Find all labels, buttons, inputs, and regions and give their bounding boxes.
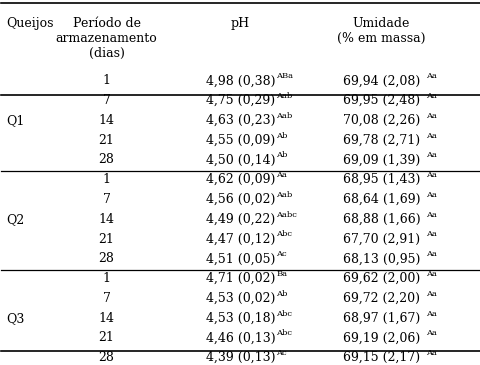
Text: Aa: Aa: [425, 250, 436, 258]
Text: 68,95 (1,43): 68,95 (1,43): [342, 173, 420, 186]
Text: 69,09 (1,39): 69,09 (1,39): [342, 153, 420, 166]
Text: Aab: Aab: [276, 112, 292, 120]
Text: Q2: Q2: [6, 213, 24, 226]
Text: 21: 21: [98, 331, 114, 345]
Text: 69,95 (2,48): 69,95 (2,48): [342, 94, 419, 107]
Text: Abc: Abc: [276, 329, 292, 337]
Text: Aa: Aa: [425, 211, 436, 219]
Text: 1: 1: [102, 74, 110, 87]
Text: 7: 7: [102, 193, 110, 206]
Text: 4,50 (0,14): 4,50 (0,14): [205, 153, 275, 166]
Text: Aa: Aa: [425, 171, 436, 179]
Text: 67,70 (2,91): 67,70 (2,91): [342, 233, 419, 246]
Text: ABa: ABa: [276, 72, 293, 80]
Text: Período de
armazenamento
(dias): Período de armazenamento (dias): [56, 17, 157, 60]
Text: Aa: Aa: [425, 132, 436, 139]
Text: 68,88 (1,66): 68,88 (1,66): [342, 213, 420, 226]
Text: Aa: Aa: [425, 191, 436, 199]
Text: pH: pH: [230, 17, 250, 30]
Text: Ab: Ab: [276, 132, 287, 139]
Text: 4,55 (0,09): 4,55 (0,09): [205, 134, 275, 147]
Text: Aa: Aa: [425, 349, 436, 357]
Text: Aa: Aa: [425, 72, 436, 80]
Text: Aa: Aa: [425, 310, 436, 318]
Text: 69,72 (2,20): 69,72 (2,20): [342, 292, 419, 305]
Text: 4,75 (0,29): 4,75 (0,29): [205, 94, 275, 107]
Text: Q1: Q1: [6, 114, 24, 127]
Text: 4,53 (0,02): 4,53 (0,02): [205, 292, 275, 305]
Text: Queijos: Queijos: [6, 17, 54, 30]
Text: 4,49 (0,22): 4,49 (0,22): [205, 213, 275, 226]
Text: Ac: Ac: [276, 349, 287, 357]
Text: 69,15 (2,17): 69,15 (2,17): [342, 351, 419, 364]
Text: Aabc: Aabc: [276, 211, 297, 219]
Text: Aa: Aa: [425, 112, 436, 120]
Text: Aa: Aa: [425, 151, 436, 160]
Text: 68,97 (1,67): 68,97 (1,67): [342, 312, 420, 325]
Text: Aa: Aa: [425, 270, 436, 278]
Text: Umidade
(% em massa): Umidade (% em massa): [336, 17, 425, 45]
Text: 28: 28: [98, 153, 114, 166]
Text: 28: 28: [98, 351, 114, 364]
Text: Aa: Aa: [425, 290, 436, 298]
Text: 21: 21: [98, 134, 114, 147]
Text: 7: 7: [102, 292, 110, 305]
Text: 14: 14: [98, 213, 114, 226]
Text: Aa: Aa: [276, 171, 287, 179]
Text: 4,98 (0,38): 4,98 (0,38): [205, 74, 275, 87]
Text: 4,51 (0,05): 4,51 (0,05): [205, 252, 275, 265]
Text: 1: 1: [102, 173, 110, 186]
Text: Ba: Ba: [276, 270, 287, 278]
Text: 4,47 (0,12): 4,47 (0,12): [205, 233, 275, 246]
Text: Aa: Aa: [425, 230, 436, 238]
Text: 69,78 (2,71): 69,78 (2,71): [342, 134, 419, 147]
Text: Abc: Abc: [276, 310, 292, 318]
Text: Aa: Aa: [425, 92, 436, 100]
Text: 69,19 (2,06): 69,19 (2,06): [342, 331, 420, 345]
Text: Q3: Q3: [6, 312, 24, 325]
Text: Abc: Abc: [276, 230, 292, 238]
Text: Aab: Aab: [276, 92, 292, 100]
Text: 21: 21: [98, 233, 114, 246]
Text: 14: 14: [98, 312, 114, 325]
Text: Ab: Ab: [276, 290, 287, 298]
Text: 4,53 (0,18): 4,53 (0,18): [205, 312, 275, 325]
Text: Ab: Ab: [276, 151, 287, 160]
Text: 4,63 (0,23): 4,63 (0,23): [205, 114, 275, 127]
Text: 4,71 (0,02): 4,71 (0,02): [205, 272, 275, 285]
Text: Aab: Aab: [276, 191, 292, 199]
Text: Ac: Ac: [276, 250, 287, 258]
Text: 68,64 (1,69): 68,64 (1,69): [342, 193, 420, 206]
Text: 7: 7: [102, 94, 110, 107]
Text: 4,46 (0,13): 4,46 (0,13): [205, 331, 275, 345]
Text: 28: 28: [98, 252, 114, 265]
Text: 69,62 (2,00): 69,62 (2,00): [342, 272, 420, 285]
Text: 1: 1: [102, 272, 110, 285]
Text: 4,39 (0,13): 4,39 (0,13): [205, 351, 275, 364]
Text: 68,13 (0,95): 68,13 (0,95): [342, 252, 420, 265]
Text: 70,08 (2,26): 70,08 (2,26): [342, 114, 420, 127]
Text: 14: 14: [98, 114, 114, 127]
Text: Aa: Aa: [425, 329, 436, 337]
Text: 69,94 (2,08): 69,94 (2,08): [342, 74, 420, 87]
Text: 4,62 (0,09): 4,62 (0,09): [205, 173, 275, 186]
Text: 4,56 (0,02): 4,56 (0,02): [205, 193, 275, 206]
